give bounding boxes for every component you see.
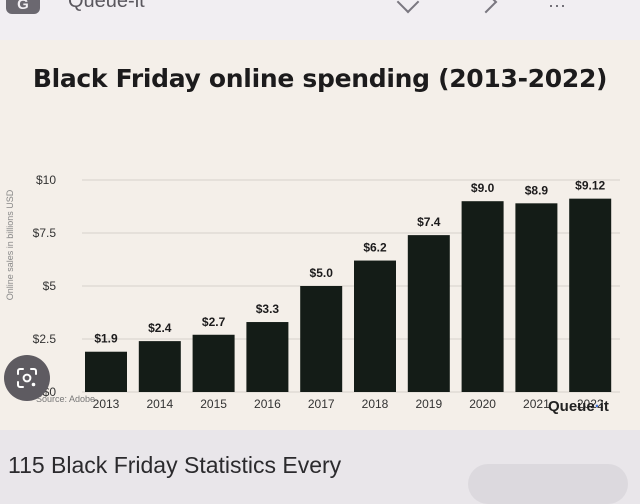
- bar: [515, 203, 558, 392]
- y-tick-label: $10: [36, 173, 56, 187]
- infographic-card[interactable]: Black Friday online spending (2013-2022)…: [0, 40, 640, 430]
- google-lens-button[interactable]: [4, 355, 50, 401]
- brand-suffix: it: [599, 398, 609, 415]
- y-tick-label: $7.5: [33, 226, 57, 240]
- bar: [300, 286, 343, 392]
- data-label: $3.3: [256, 302, 280, 316]
- bar: [246, 322, 289, 392]
- bar: [192, 334, 235, 392]
- x-tick-label: 2014: [146, 397, 173, 410]
- google-lens-icon: [17, 368, 37, 388]
- x-tick-label: 2018: [362, 397, 389, 410]
- x-tick-label: 2022: [577, 397, 604, 410]
- data-label: $2.7: [202, 315, 226, 329]
- x-tick-label: 2013: [93, 397, 120, 410]
- visit-button[interactable]: [468, 464, 628, 504]
- bar: [354, 260, 396, 392]
- bar: [138, 341, 181, 392]
- site-name[interactable]: Queue-it: [68, 0, 145, 12]
- x-tick-label: 2019: [415, 397, 442, 410]
- bar: [407, 235, 450, 392]
- brand-logo: Queue·it: [548, 398, 609, 415]
- x-tick-label: 2017: [308, 397, 335, 410]
- data-label: $6.2: [363, 241, 387, 255]
- data-label: $2.4: [148, 321, 172, 335]
- bar-chart: $0$2.5$5$7.5$10$1.92013$2.42014$2.72015$…: [33, 173, 620, 410]
- bar: [461, 201, 504, 392]
- x-tick-label: 2015: [200, 397, 227, 410]
- data-label: $9.0: [471, 181, 495, 195]
- x-tick-label: 2020: [469, 397, 496, 410]
- browser-top-bar: G Queue-it ⋯: [0, 0, 640, 41]
- more-dots-icon[interactable]: ⋯: [548, 0, 568, 16]
- data-label: $8.9: [525, 183, 549, 197]
- back-chevron-icon[interactable]: [396, 0, 420, 14]
- y-tick-label: $5: [43, 279, 57, 293]
- data-label: $5.0: [310, 266, 334, 280]
- bar: [569, 198, 612, 392]
- x-tick-label: 2021: [523, 397, 550, 410]
- article-headline[interactable]: 115 Black Friday Statistics Every: [8, 452, 342, 478]
- data-label: $1.9: [94, 332, 118, 346]
- data-label: $7.4: [417, 215, 441, 229]
- data-label: $9.12: [575, 179, 605, 193]
- x-tick-label: 2016: [254, 397, 281, 410]
- forward-chevron-icon[interactable]: [474, 0, 498, 14]
- chart-title: Black Friday online spending (2013-2022): [32, 64, 608, 93]
- brand-dot: ·: [594, 398, 600, 415]
- y-tick-label: $2.5: [33, 332, 57, 346]
- bar: [85, 351, 127, 392]
- app-logo-icon[interactable]: G: [6, 0, 40, 14]
- brand-name: Queue: [548, 398, 595, 415]
- source-note: Source: Adobe: [36, 394, 96, 404]
